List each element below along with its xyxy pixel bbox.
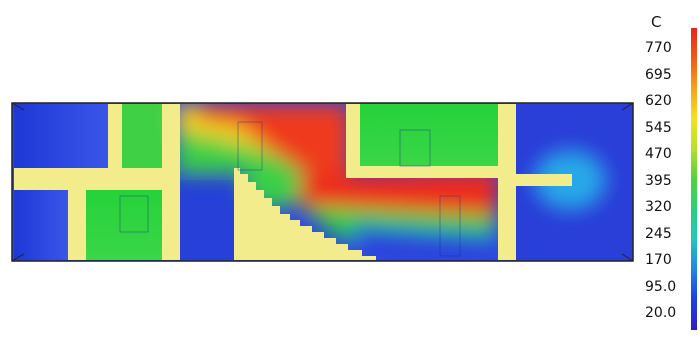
legend-value-label: 170	[645, 252, 672, 268]
frame-corner-tl	[11, 102, 25, 111]
legend-value-label: 245	[645, 225, 672, 242]
legend-value-label: 770	[645, 40, 672, 56]
room-green-lower	[86, 190, 162, 260]
legend-value-label: 20.0	[645, 305, 677, 321]
floor-slab-left	[14, 168, 176, 190]
structure-walls	[14, 104, 572, 260]
wall-v2	[108, 104, 122, 168]
staircase	[234, 168, 376, 260]
floor-slab-right	[346, 166, 498, 178]
legend-value-label: 95.0	[645, 278, 677, 295]
hot-gas-layer	[176, 104, 500, 258]
floor-slab-far-right	[516, 174, 572, 186]
wall-v4	[346, 104, 360, 172]
frame-corner-tr	[621, 102, 634, 111]
fire-temperature-section-diagram	[11, 102, 634, 262]
legend-value-label: 695	[645, 66, 672, 83]
legend-value-label: 470	[645, 146, 672, 162]
wall-v5	[498, 104, 516, 260]
room-outlines	[119, 121, 461, 257]
legend-unit-label: C	[651, 13, 662, 31]
room-right-upper	[360, 104, 498, 166]
building-frame	[11, 102, 634, 262]
legend-value-label: 320	[645, 199, 672, 215]
wall-v1	[68, 190, 86, 260]
wall-v3	[162, 104, 180, 260]
room-left-upper	[14, 104, 108, 168]
legend-value-label: 395	[645, 172, 672, 189]
frame-corner-br	[621, 253, 634, 262]
legend-color-bar	[691, 28, 697, 330]
room-left-lower	[14, 190, 68, 260]
frame-corner-bl	[11, 253, 25, 262]
room-blue-lower-middle	[180, 180, 234, 260]
legend-value-label: 545	[645, 119, 672, 136]
legend-value-label: 620	[645, 93, 672, 109]
building-section	[12, 103, 633, 261]
